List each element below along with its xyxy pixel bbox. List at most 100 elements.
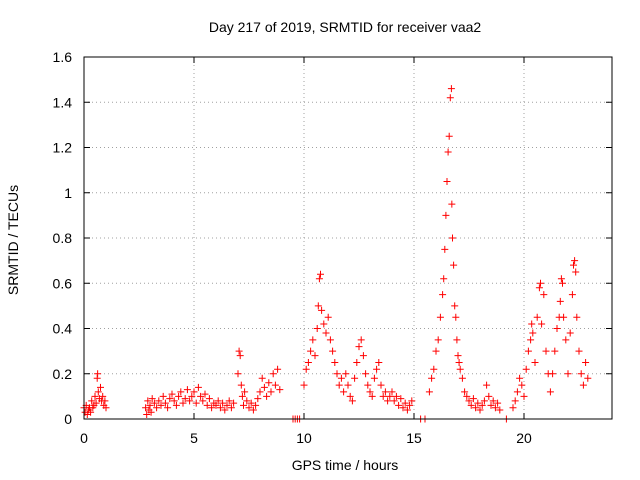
data-point [478, 401, 486, 409]
data-point [373, 365, 381, 373]
data-point [300, 381, 308, 389]
data-point [489, 397, 497, 405]
data-point [172, 401, 180, 409]
data-point [428, 374, 436, 382]
data-point [476, 406, 484, 414]
data-point [355, 343, 363, 351]
data-point [474, 399, 482, 407]
data-point [153, 404, 161, 412]
data-point [571, 257, 579, 265]
data-point [377, 381, 385, 389]
data-point [455, 358, 463, 366]
data-point [188, 392, 196, 400]
data-point [436, 313, 444, 321]
data-point [381, 388, 389, 396]
data-point [513, 388, 521, 396]
data-point [348, 397, 356, 405]
data-point [584, 374, 592, 382]
data-point [181, 395, 189, 403]
data-point [199, 397, 207, 405]
data-point [469, 395, 477, 403]
data-point [390, 397, 398, 405]
data-point [537, 279, 544, 287]
data-point [451, 302, 459, 310]
data-point [511, 397, 519, 405]
data-point [384, 397, 392, 405]
data-point [450, 261, 458, 269]
data-point [205, 395, 213, 403]
data-point [533, 313, 541, 321]
data-point [522, 365, 530, 373]
x-tick-labels: 0 5 10 15 20 [80, 430, 532, 446]
data-point [276, 386, 284, 394]
data-point [320, 320, 328, 328]
data-point [535, 284, 543, 292]
data-point [311, 352, 319, 360]
data-point [560, 313, 568, 321]
data-point [307, 347, 315, 355]
data-point [326, 336, 334, 344]
data-point [357, 336, 365, 344]
data-point [201, 390, 209, 398]
data-point [247, 399, 255, 407]
y-tick-label: 0 [64, 411, 72, 427]
data-point [150, 399, 158, 407]
data-point [91, 392, 99, 400]
x-tick-label: 5 [190, 430, 198, 446]
x-axis-label: GPS time / hours [292, 457, 399, 473]
data-point [364, 381, 372, 389]
data-point [256, 388, 264, 396]
data-point [375, 358, 383, 366]
data-point [442, 211, 450, 219]
data-point [241, 388, 249, 396]
data-point [243, 397, 251, 405]
data-point [227, 404, 235, 412]
data-point [553, 325, 561, 332]
data-point [309, 336, 317, 344]
data-point [236, 352, 244, 360]
data-point [406, 401, 414, 409]
data-point [441, 245, 449, 253]
data-point [557, 275, 565, 283]
data-point [456, 365, 464, 373]
data-point [315, 275, 323, 283]
data-point [379, 392, 387, 400]
data-point [551, 347, 559, 355]
data-point [263, 392, 271, 400]
data-point [302, 365, 310, 373]
data-point [216, 404, 224, 412]
data-point [447, 85, 455, 93]
data-point [491, 404, 499, 412]
data-point [448, 200, 456, 208]
data-point [458, 374, 466, 382]
data-point [509, 404, 517, 412]
data-point [573, 313, 581, 321]
data-point [260, 383, 268, 391]
data-point [344, 381, 352, 389]
data-point [267, 388, 275, 396]
data-point [452, 313, 460, 321]
data-point [483, 381, 491, 389]
data-point [148, 395, 156, 403]
data-point [186, 397, 194, 405]
data-point [542, 347, 550, 355]
data-point [203, 401, 211, 409]
data-point [546, 388, 554, 396]
data-point [401, 399, 409, 407]
data-point [556, 297, 564, 305]
data-point [94, 388, 102, 396]
data-point [487, 401, 495, 409]
data-point [463, 392, 471, 400]
data-point [366, 388, 374, 396]
data-point [168, 390, 176, 398]
data-point [101, 397, 109, 405]
data-point [353, 358, 361, 366]
data-point [496, 406, 504, 414]
data-point [192, 399, 200, 407]
data-point [368, 392, 376, 400]
data-point [313, 325, 321, 332]
data-point [304, 358, 312, 366]
data-point [340, 388, 348, 396]
data-point [194, 383, 202, 391]
